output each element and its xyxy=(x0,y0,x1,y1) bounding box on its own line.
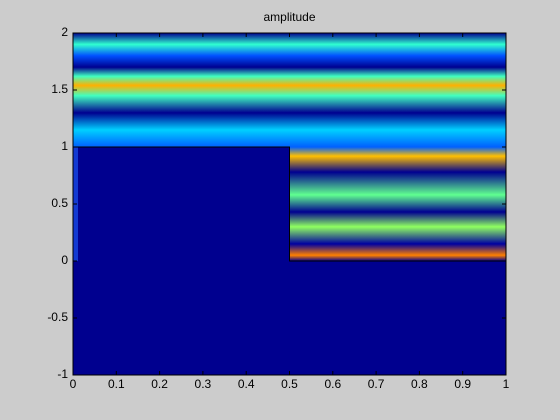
x-tick-label: 0.1 xyxy=(108,377,125,391)
y-tick-label: 2 xyxy=(61,25,68,39)
x-tick-label: 0.8 xyxy=(411,377,428,391)
x-tick-label: 0.9 xyxy=(454,377,471,391)
x-tick-label: 0.4 xyxy=(238,377,255,391)
ticks xyxy=(72,32,507,376)
x-tick-label: 0 xyxy=(70,377,77,391)
x-tick-label: 0.3 xyxy=(195,377,212,391)
chart-title: amplitude xyxy=(263,10,315,24)
upper-band xyxy=(73,33,506,147)
y-tick-label: 1 xyxy=(61,139,68,153)
y-tick-label: 0.5 xyxy=(51,196,68,210)
x-tick-label: 0.5 xyxy=(281,377,298,391)
y-tick-label: 0 xyxy=(61,253,68,267)
y-tick-label: 1.5 xyxy=(51,82,68,96)
y-tick-label: -1 xyxy=(57,367,68,381)
x-tick-label: 0.6 xyxy=(324,377,341,391)
axes-box xyxy=(72,32,507,376)
y-tick-label: -0.5 xyxy=(47,310,68,324)
x-tick-label: 0.2 xyxy=(151,377,168,391)
x-tick-label: 0.7 xyxy=(368,377,385,391)
lower-band xyxy=(289,147,506,261)
field xyxy=(72,33,506,375)
x-tick-label: 1 xyxy=(503,377,510,391)
